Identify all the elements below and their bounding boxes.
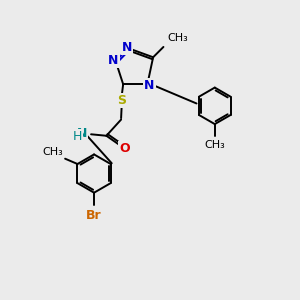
Text: N: N (122, 40, 132, 53)
Text: CH₃: CH₃ (204, 140, 225, 150)
Text: CH₃: CH₃ (168, 32, 189, 43)
Text: S: S (117, 94, 126, 107)
Text: Br: Br (86, 209, 102, 222)
Text: O: O (119, 142, 130, 155)
Text: CH₃: CH₃ (42, 147, 63, 157)
Text: N: N (77, 128, 87, 140)
Text: N: N (144, 79, 154, 92)
Text: N: N (108, 54, 119, 67)
Text: H: H (73, 130, 82, 143)
